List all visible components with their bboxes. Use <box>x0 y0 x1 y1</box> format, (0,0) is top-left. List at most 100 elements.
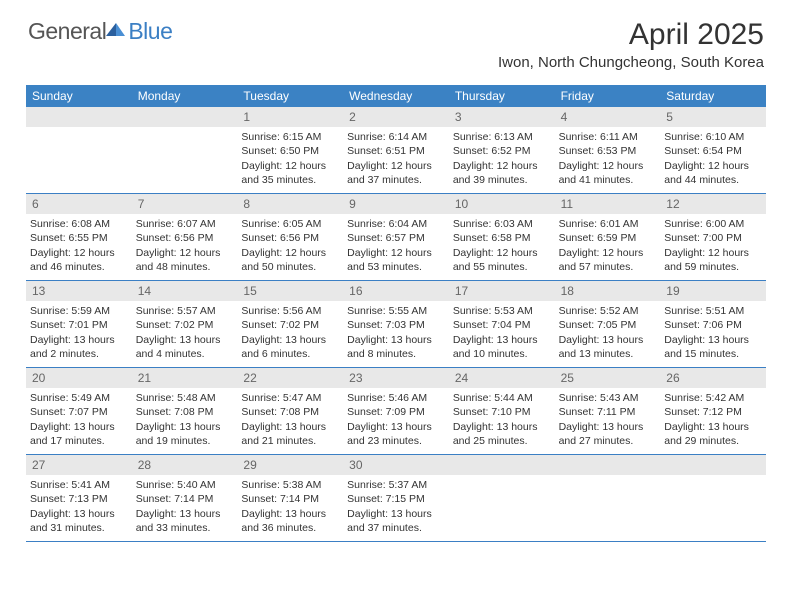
day-number: 28 <box>132 455 238 475</box>
day-line: Sunrise: 5:59 AM <box>30 304 128 318</box>
day-body: Sunrise: 5:55 AMSunset: 7:03 PMDaylight:… <box>343 301 449 364</box>
day-line: Daylight: 12 hours <box>453 159 551 173</box>
day-line: Sunset: 7:12 PM <box>664 405 762 419</box>
day-body: Sunrise: 6:14 AMSunset: 6:51 PMDaylight:… <box>343 127 449 190</box>
day-line: Daylight: 13 hours <box>559 420 657 434</box>
day-body: Sunrise: 5:49 AMSunset: 7:07 PMDaylight:… <box>26 388 132 451</box>
day-number <box>132 107 238 127</box>
day-number <box>449 455 555 475</box>
day-header-cell: Thursday <box>449 85 555 107</box>
day-line: Sunset: 7:02 PM <box>241 318 339 332</box>
logo-text-blue: Blue <box>128 18 172 45</box>
day-line: and 37 minutes. <box>347 521 445 535</box>
day-line: Sunrise: 5:44 AM <box>453 391 551 405</box>
day-line: and 59 minutes. <box>664 260 762 274</box>
day-line: Daylight: 13 hours <box>347 420 445 434</box>
day-line: Sunset: 7:09 PM <box>347 405 445 419</box>
day-line: Sunrise: 6:05 AM <box>241 217 339 231</box>
day-line: Sunrise: 6:11 AM <box>559 130 657 144</box>
month-title: April 2025 <box>498 18 764 52</box>
day-header-row: SundayMondayTuesdayWednesdayThursdayFrid… <box>26 85 766 107</box>
day-line: Daylight: 13 hours <box>136 507 234 521</box>
day-line: Sunset: 6:56 PM <box>241 231 339 245</box>
day-line: and 53 minutes. <box>347 260 445 274</box>
day-cell: 15Sunrise: 5:56 AMSunset: 7:02 PMDayligh… <box>237 281 343 367</box>
day-line: and 46 minutes. <box>30 260 128 274</box>
day-line: Sunrise: 6:15 AM <box>241 130 339 144</box>
day-header-cell: Sunday <box>26 85 132 107</box>
day-line: Sunrise: 5:55 AM <box>347 304 445 318</box>
day-cell <box>555 455 661 541</box>
day-number: 23 <box>343 368 449 388</box>
day-line: Sunrise: 5:46 AM <box>347 391 445 405</box>
day-number: 11 <box>555 194 661 214</box>
day-cell: 27Sunrise: 5:41 AMSunset: 7:13 PMDayligh… <box>26 455 132 541</box>
day-line: and 25 minutes. <box>453 434 551 448</box>
day-line: Sunset: 6:57 PM <box>347 231 445 245</box>
day-cell: 10Sunrise: 6:03 AMSunset: 6:58 PMDayligh… <box>449 194 555 280</box>
day-line: and 50 minutes. <box>241 260 339 274</box>
day-line: Sunset: 6:54 PM <box>664 144 762 158</box>
day-line: and 23 minutes. <box>347 434 445 448</box>
day-cell: 24Sunrise: 5:44 AMSunset: 7:10 PMDayligh… <box>449 368 555 454</box>
day-line: Sunset: 7:02 PM <box>136 318 234 332</box>
day-line: Sunset: 6:51 PM <box>347 144 445 158</box>
day-line: Daylight: 13 hours <box>241 333 339 347</box>
day-line: and 29 minutes. <box>664 434 762 448</box>
day-line: Sunset: 6:50 PM <box>241 144 339 158</box>
day-line: Daylight: 13 hours <box>453 420 551 434</box>
day-cell <box>449 455 555 541</box>
week-row: 20Sunrise: 5:49 AMSunset: 7:07 PMDayligh… <box>26 368 766 455</box>
day-line: Sunrise: 6:03 AM <box>453 217 551 231</box>
day-body: Sunrise: 6:03 AMSunset: 6:58 PMDaylight:… <box>449 214 555 277</box>
day-number: 27 <box>26 455 132 475</box>
day-line: Daylight: 12 hours <box>559 159 657 173</box>
day-line: Sunset: 7:08 PM <box>241 405 339 419</box>
day-line: and 27 minutes. <box>559 434 657 448</box>
day-line: Sunset: 6:58 PM <box>453 231 551 245</box>
location-text: Iwon, North Chungcheong, South Korea <box>498 54 764 71</box>
day-body: Sunrise: 5:57 AMSunset: 7:02 PMDaylight:… <box>132 301 238 364</box>
day-body: Sunrise: 6:08 AMSunset: 6:55 PMDaylight:… <box>26 214 132 277</box>
day-cell <box>26 107 132 193</box>
day-line: Daylight: 13 hours <box>559 333 657 347</box>
day-number: 12 <box>660 194 766 214</box>
day-cell: 22Sunrise: 5:47 AMSunset: 7:08 PMDayligh… <box>237 368 343 454</box>
day-line: Daylight: 12 hours <box>453 246 551 260</box>
day-cell: 5Sunrise: 6:10 AMSunset: 6:54 PMDaylight… <box>660 107 766 193</box>
day-cell: 1Sunrise: 6:15 AMSunset: 6:50 PMDaylight… <box>237 107 343 193</box>
day-line: Daylight: 12 hours <box>241 246 339 260</box>
day-line: and 57 minutes. <box>559 260 657 274</box>
day-cell: 19Sunrise: 5:51 AMSunset: 7:06 PMDayligh… <box>660 281 766 367</box>
day-line: Daylight: 12 hours <box>241 159 339 173</box>
day-cell: 21Sunrise: 5:48 AMSunset: 7:08 PMDayligh… <box>132 368 238 454</box>
day-number: 5 <box>660 107 766 127</box>
day-cell: 9Sunrise: 6:04 AMSunset: 6:57 PMDaylight… <box>343 194 449 280</box>
day-line: and 36 minutes. <box>241 521 339 535</box>
day-line: Daylight: 13 hours <box>347 333 445 347</box>
day-body: Sunrise: 6:11 AMSunset: 6:53 PMDaylight:… <box>555 127 661 190</box>
day-cell: 29Sunrise: 5:38 AMSunset: 7:14 PMDayligh… <box>237 455 343 541</box>
day-line: Sunrise: 6:00 AM <box>664 217 762 231</box>
day-cell: 17Sunrise: 5:53 AMSunset: 7:04 PMDayligh… <box>449 281 555 367</box>
day-line: and 19 minutes. <box>136 434 234 448</box>
day-header-cell: Tuesday <box>237 85 343 107</box>
day-number: 16 <box>343 281 449 301</box>
day-number: 14 <box>132 281 238 301</box>
day-number: 24 <box>449 368 555 388</box>
day-line: Sunrise: 6:07 AM <box>136 217 234 231</box>
day-line: and 35 minutes. <box>241 173 339 187</box>
day-line: and 41 minutes. <box>559 173 657 187</box>
day-body: Sunrise: 5:47 AMSunset: 7:08 PMDaylight:… <box>237 388 343 451</box>
calendar: SundayMondayTuesdayWednesdayThursdayFrid… <box>26 85 766 542</box>
day-line: Daylight: 12 hours <box>664 246 762 260</box>
day-cell: 4Sunrise: 6:11 AMSunset: 6:53 PMDaylight… <box>555 107 661 193</box>
day-line: Sunset: 6:56 PM <box>136 231 234 245</box>
day-number: 8 <box>237 194 343 214</box>
day-cell: 12Sunrise: 6:00 AMSunset: 7:00 PMDayligh… <box>660 194 766 280</box>
day-line: Sunset: 6:59 PM <box>559 231 657 245</box>
day-cell: 26Sunrise: 5:42 AMSunset: 7:12 PMDayligh… <box>660 368 766 454</box>
day-body: Sunrise: 5:44 AMSunset: 7:10 PMDaylight:… <box>449 388 555 451</box>
day-line: and 4 minutes. <box>136 347 234 361</box>
title-block: April 2025 Iwon, North Chungcheong, Sout… <box>498 18 764 71</box>
